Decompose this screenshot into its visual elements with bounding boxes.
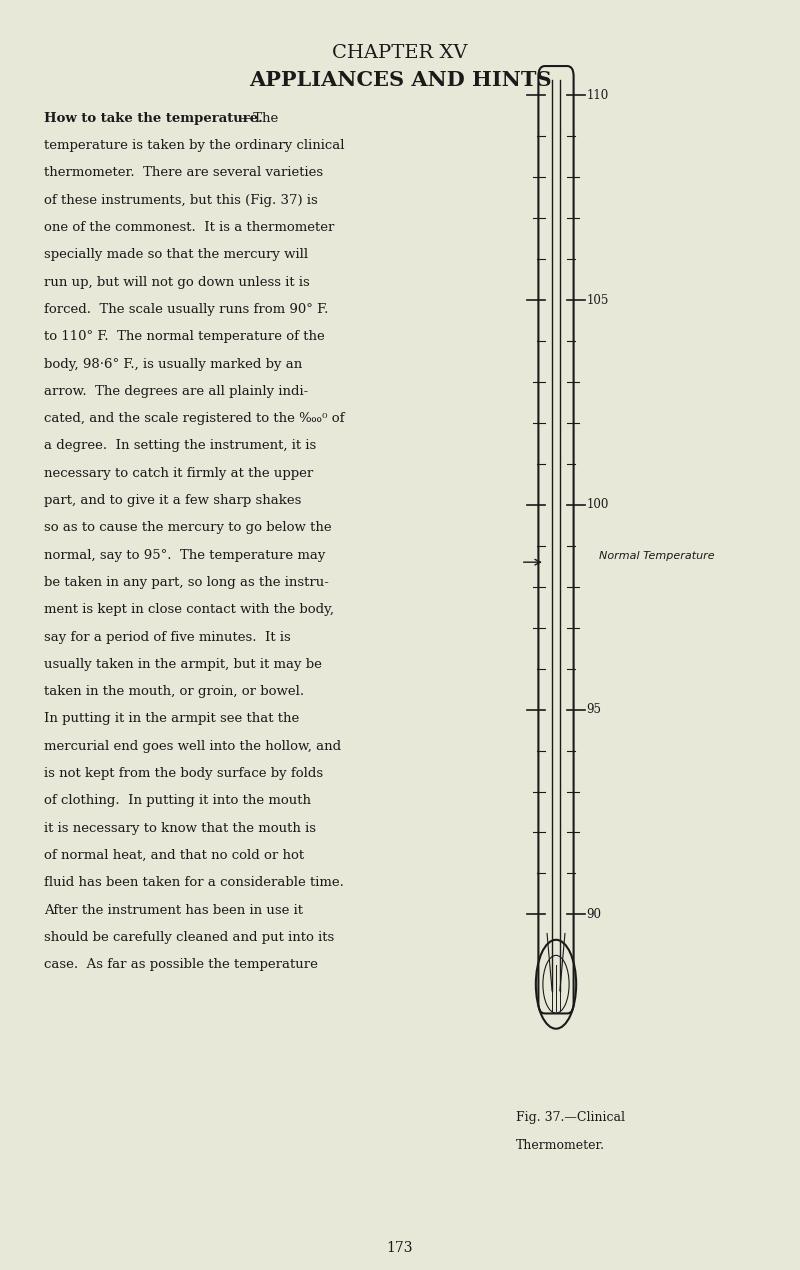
Text: should be carefully cleaned and put into its: should be carefully cleaned and put into… — [44, 931, 334, 944]
Text: usually taken in the armpit, but it may be: usually taken in the armpit, but it may … — [44, 658, 322, 671]
Text: How to take the temperature.: How to take the temperature. — [44, 112, 263, 124]
Text: of clothing.  In putting it into the mouth: of clothing. In putting it into the mout… — [44, 795, 311, 808]
Text: to 110° F.  The normal temperature of the: to 110° F. The normal temperature of the — [44, 330, 325, 343]
Text: ment is kept in close contact with the body,: ment is kept in close contact with the b… — [44, 603, 334, 616]
Text: 90: 90 — [586, 908, 602, 921]
Text: is not kept from the body surface by folds: is not kept from the body surface by fol… — [44, 767, 323, 780]
Text: arrow.  The degrees are all plainly indi-: arrow. The degrees are all plainly indi- — [44, 385, 308, 398]
Text: 100: 100 — [586, 498, 609, 512]
Text: 173: 173 — [386, 1241, 414, 1255]
Text: of these instruments, but this (Fig. 37) is: of these instruments, but this (Fig. 37)… — [44, 193, 318, 207]
Text: Normal Temperature: Normal Temperature — [599, 551, 715, 561]
Text: run up, but will not go down unless it is: run up, but will not go down unless it i… — [44, 276, 310, 288]
Text: be taken in any part, so long as the instru-: be taken in any part, so long as the ins… — [44, 577, 329, 589]
Text: In putting it in the armpit see that the: In putting it in the armpit see that the — [44, 712, 299, 725]
Text: necessary to catch it firmly at the upper: necessary to catch it firmly at the uppe… — [44, 466, 314, 480]
Text: temperature is taken by the ordinary clinical: temperature is taken by the ordinary cli… — [44, 138, 345, 152]
Text: cated, and the scale registered to the ‱⁰ of: cated, and the scale registered to the ‱… — [44, 411, 345, 425]
Text: After the instrument has been in use it: After the instrument has been in use it — [44, 903, 303, 917]
Text: case.  As far as possible the temperature: case. As far as possible the temperature — [44, 958, 318, 972]
Text: Fig. 37.—Clinical: Fig. 37.—Clinical — [516, 1111, 625, 1124]
Text: forced.  The scale usually runs from 90° F.: forced. The scale usually runs from 90° … — [44, 302, 328, 316]
Text: say for a period of five minutes.  It is: say for a period of five minutes. It is — [44, 630, 290, 644]
Text: APPLIANCES AND HINTS: APPLIANCES AND HINTS — [249, 70, 551, 90]
Text: a degree.  In setting the instrument, it is: a degree. In setting the instrument, it … — [44, 439, 316, 452]
Text: fluid has been taken for a considerable time.: fluid has been taken for a considerable … — [44, 876, 344, 889]
Text: body, 98·6° F., is usually marked by an: body, 98·6° F., is usually marked by an — [44, 358, 302, 371]
Text: it is necessary to know that the mouth is: it is necessary to know that the mouth i… — [44, 822, 316, 834]
Text: one of the commonest.  It is a thermometer: one of the commonest. It is a thermomete… — [44, 221, 334, 234]
Text: 95: 95 — [586, 704, 602, 716]
Text: mercurial end goes well into the hollow, and: mercurial end goes well into the hollow,… — [44, 739, 341, 753]
Text: —The: —The — [240, 112, 278, 124]
Text: normal, say to 95°.  The temperature may: normal, say to 95°. The temperature may — [44, 549, 326, 561]
Text: 105: 105 — [586, 293, 609, 306]
Text: 110: 110 — [586, 89, 609, 102]
Text: of normal heat, and that no cold or hot: of normal heat, and that no cold or hot — [44, 848, 304, 862]
Text: so as to cause the mercury to go below the: so as to cause the mercury to go below t… — [44, 521, 332, 535]
Text: Thermometer.: Thermometer. — [516, 1139, 605, 1152]
Text: taken in the mouth, or groin, or bowel.: taken in the mouth, or groin, or bowel. — [44, 685, 304, 699]
Text: part, and to give it a few sharp shakes: part, and to give it a few sharp shakes — [44, 494, 302, 507]
Text: specially made so that the mercury will: specially made so that the mercury will — [44, 249, 308, 262]
Text: thermometer.  There are several varieties: thermometer. There are several varieties — [44, 166, 323, 179]
Text: CHAPTER XV: CHAPTER XV — [332, 44, 468, 62]
